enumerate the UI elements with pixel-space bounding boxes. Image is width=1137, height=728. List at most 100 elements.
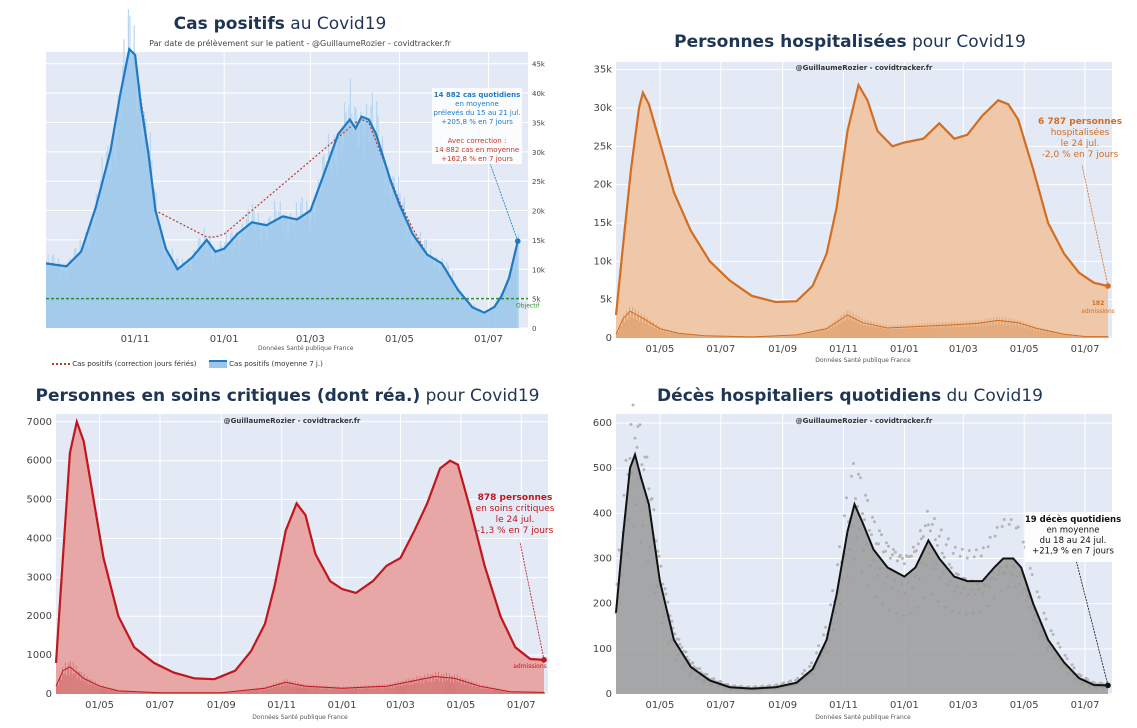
hosp-adm-bar bbox=[677, 334, 679, 338]
rea-adm-bar bbox=[57, 681, 58, 694]
hosp-adm-bar bbox=[665, 332, 667, 338]
hosp-adm-bar bbox=[1093, 336, 1094, 338]
hosp-xtick-label: 01/11 bbox=[829, 344, 858, 355]
hosp-adm-bar bbox=[774, 335, 776, 338]
deaths-daily-dot bbox=[884, 549, 887, 553]
hosp-adm-bar bbox=[1055, 331, 1057, 338]
deaths-daily-dot bbox=[684, 650, 688, 654]
hosp-adm-bar bbox=[1092, 336, 1093, 338]
deaths-daily-dot bbox=[775, 683, 779, 687]
deaths-daily-dot bbox=[1072, 666, 1076, 670]
rea-adm-bar bbox=[466, 684, 468, 694]
rea-adm-bar bbox=[232, 691, 234, 694]
deaths-daily-dot bbox=[1035, 590, 1039, 594]
rea-adm-bar bbox=[80, 671, 82, 694]
rea-adm-bar bbox=[243, 689, 245, 694]
hosp-adm-bar bbox=[704, 336, 706, 338]
rea-adm-bar bbox=[184, 693, 186, 694]
deaths-daily-dot bbox=[640, 463, 644, 467]
hosp-adm-bar bbox=[645, 319, 647, 338]
deaths-daily-dot bbox=[958, 554, 962, 558]
hosp-adm-bar bbox=[1046, 329, 1048, 338]
rea-adm-bar bbox=[516, 691, 518, 694]
hosp-adm-bar bbox=[755, 337, 757, 338]
rea-adm-bar bbox=[473, 683, 475, 694]
rea-adm-bar bbox=[74, 672, 76, 694]
hosp-adm-bar bbox=[744, 336, 746, 338]
rea-adm-bar bbox=[146, 691, 148, 694]
rea-adm-bar bbox=[320, 689, 322, 694]
hosp-adm-bar bbox=[772, 335, 774, 338]
rea-adm-bar bbox=[227, 691, 229, 694]
rea-adm-bar bbox=[520, 692, 522, 694]
deaths-daily-dot bbox=[666, 600, 670, 604]
rea-adm-bar bbox=[356, 685, 358, 694]
rea-adm-bar bbox=[458, 680, 460, 694]
deaths-daily-dot bbox=[895, 559, 899, 563]
deaths-title: Décès hospitaliers quotidiens du Covid19 bbox=[570, 386, 1130, 406]
hosp-adm-bar bbox=[937, 327, 939, 338]
deaths-daily-dot bbox=[638, 423, 642, 427]
rea-adm-bar bbox=[374, 688, 376, 694]
rea-adm-bar bbox=[143, 691, 145, 694]
hosp-adm-bar bbox=[686, 335, 688, 338]
hosp-adm-bar bbox=[748, 336, 750, 338]
rea-adm-bar bbox=[100, 686, 102, 694]
rea-adm-bar bbox=[288, 682, 290, 694]
hosp-adm-bar bbox=[726, 336, 728, 338]
hosp-annotation-line: -2,0 % en 7 jours bbox=[1042, 150, 1119, 160]
rea-adm-bar bbox=[274, 686, 276, 694]
hosp-adm-bar bbox=[958, 327, 960, 338]
rea-adm-bar bbox=[367, 685, 369, 694]
rea-adm-bar bbox=[387, 687, 389, 694]
rea-adm-bar bbox=[63, 673, 65, 694]
deaths-daily-dot bbox=[642, 468, 646, 472]
rea-adm-bar bbox=[68, 675, 70, 694]
hosp-adm-bar bbox=[633, 318, 634, 338]
rea-adm-bar bbox=[356, 688, 357, 694]
rea-adm-bar bbox=[59, 677, 60, 694]
rea-line bbox=[54, 417, 545, 681]
rea-adm-bar bbox=[311, 685, 313, 694]
hosp-last-point bbox=[1105, 283, 1111, 289]
hosp-adm-bar bbox=[671, 333, 673, 338]
rea-adm-bar bbox=[102, 684, 104, 694]
hosp-adm-bar bbox=[740, 336, 742, 338]
rea-adm-bar bbox=[483, 685, 485, 694]
rea-adm-bar bbox=[432, 674, 434, 694]
rea-adm-bar bbox=[430, 673, 432, 694]
hosp-adm-bar bbox=[850, 318, 852, 338]
hosp-adm-bar bbox=[1103, 336, 1104, 338]
hosp-adm-bar bbox=[870, 321, 872, 338]
rea-adm-bar bbox=[244, 690, 246, 694]
hosp-adm-bar bbox=[721, 335, 723, 338]
deaths-daily-dot bbox=[705, 673, 709, 676]
rea-adm-bar bbox=[132, 690, 134, 694]
rea-adm-bar bbox=[347, 689, 348, 694]
hosp-xtick-label: 01/09 bbox=[768, 344, 797, 355]
hosp-adm-bar bbox=[890, 329, 892, 338]
hosp-adm-bar bbox=[1001, 320, 1003, 338]
hosp-adm-bar bbox=[694, 334, 696, 338]
hosp-adm-bar bbox=[971, 324, 973, 338]
rea-adm-bar bbox=[198, 693, 200, 694]
hosp-adm-bar bbox=[1089, 336, 1090, 338]
rea-ytick-label: 6000 bbox=[27, 456, 52, 467]
rea-adm-bar bbox=[200, 692, 202, 694]
rea-adm-bar bbox=[530, 691, 532, 694]
rea-adm-bar bbox=[268, 689, 270, 694]
hosp-adm-bar bbox=[1032, 325, 1034, 338]
rea-adm-bar bbox=[515, 692, 517, 694]
rea-adm-bar bbox=[212, 693, 214, 694]
hosp-adm-bar bbox=[715, 335, 717, 338]
hosp-adm-bar bbox=[952, 327, 954, 338]
hosp-adm-bar bbox=[949, 327, 951, 338]
hosp-adm-bar bbox=[1081, 336, 1083, 338]
deaths-daily-dot bbox=[939, 528, 943, 532]
hosp-adm-bar bbox=[804, 332, 806, 338]
rea-adm-bar bbox=[280, 682, 282, 694]
hosp-adm-bar bbox=[1054, 333, 1056, 338]
rea-adm-bar bbox=[510, 691, 512, 694]
deaths-daily-dot bbox=[817, 644, 821, 648]
rea-adm-bar bbox=[332, 686, 334, 694]
